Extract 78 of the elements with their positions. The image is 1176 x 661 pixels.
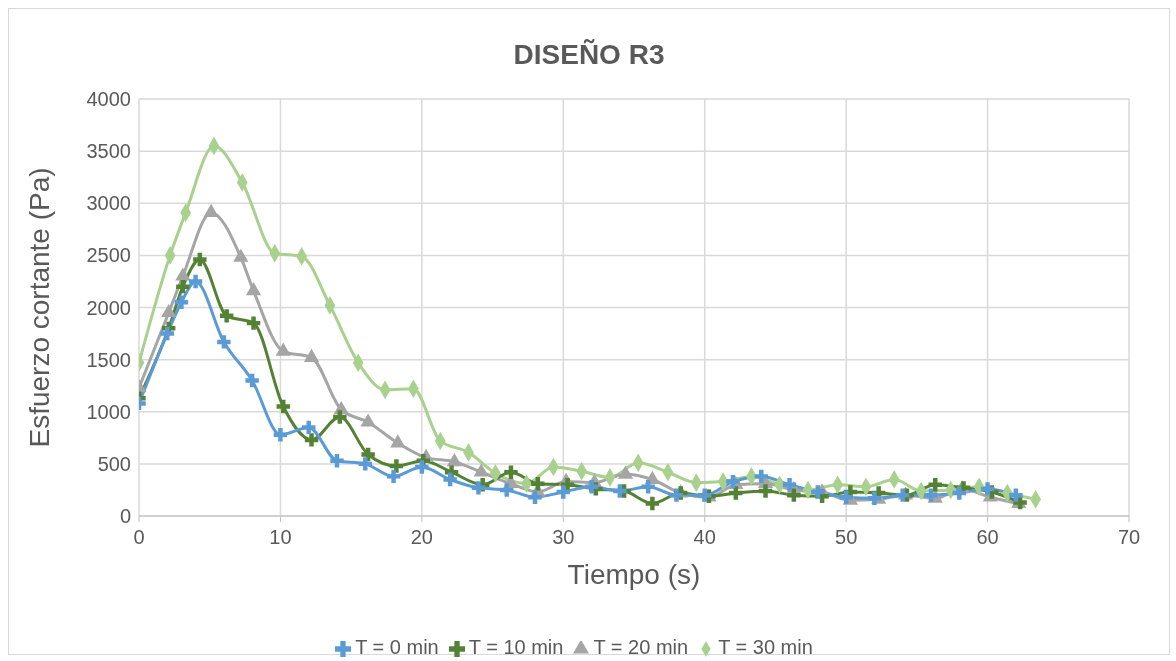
point — [729, 486, 743, 500]
point — [304, 433, 319, 447]
point — [415, 460, 429, 474]
point — [330, 454, 344, 468]
point — [302, 420, 316, 435]
y-tick-label: 500 — [97, 452, 131, 475]
point — [645, 496, 660, 511]
y-tick-label: 4000 — [86, 88, 131, 111]
point — [669, 488, 684, 502]
chart-title: DISEÑO R3 — [512, 38, 666, 72]
y-axis-title: Esfuerzo cortante (Pa) — [23, 167, 55, 448]
y-tick-label: 1500 — [86, 348, 131, 371]
point — [361, 447, 375, 462]
x-tick-label: 40 — [693, 526, 716, 549]
point — [617, 465, 634, 479]
point — [160, 326, 174, 341]
point — [174, 295, 189, 309]
point — [443, 472, 457, 487]
point — [641, 480, 655, 494]
x-tick-label: 30 — [552, 526, 575, 549]
point — [245, 282, 262, 296]
point — [245, 373, 259, 388]
point — [273, 427, 288, 442]
point — [782, 478, 797, 492]
x-tick-label: 20 — [410, 526, 433, 549]
x-tick-label: 60 — [976, 526, 999, 549]
point — [360, 413, 376, 427]
point — [839, 490, 853, 504]
point — [246, 316, 261, 330]
y-tick-label: 2000 — [86, 296, 131, 319]
point — [952, 486, 966, 500]
point — [500, 483, 514, 497]
point — [333, 410, 347, 424]
point — [726, 474, 740, 489]
point — [787, 488, 801, 502]
x-tick-label: 70 — [1117, 526, 1141, 549]
x-tick-label: 0 — [133, 526, 145, 549]
point — [358, 457, 372, 471]
legend-label: T = 30 min — [718, 636, 813, 658]
point — [217, 335, 231, 349]
point — [188, 274, 203, 289]
point — [928, 478, 942, 492]
y-tick-label: 1000 — [86, 400, 131, 423]
y-tick-label: 2500 — [86, 244, 131, 267]
point — [811, 485, 825, 499]
point — [584, 480, 599, 494]
point — [531, 476, 545, 491]
y-tick-label: 3000 — [86, 192, 131, 215]
y-tick-label: 3500 — [86, 140, 131, 163]
x-tick-label: 50 — [835, 526, 858, 549]
point — [471, 481, 486, 495]
legend-label: T = 10 min — [468, 636, 564, 658]
point — [867, 491, 882, 505]
point — [528, 490, 542, 504]
point — [276, 399, 290, 414]
point — [1009, 488, 1023, 502]
point — [758, 484, 773, 498]
point — [386, 469, 401, 484]
point — [176, 279, 190, 294]
point — [473, 463, 489, 477]
point — [446, 453, 462, 467]
point — [698, 488, 712, 502]
point — [556, 485, 570, 499]
x-axis-title: Tiempo (s) — [567, 559, 701, 590]
y-tick-label: 0 — [119, 505, 131, 528]
point — [193, 252, 207, 267]
legend-label: T = 0 min — [355, 636, 439, 658]
point — [389, 459, 404, 473]
point — [390, 434, 406, 448]
point — [504, 465, 518, 479]
legend-label: T = 20 min — [593, 636, 689, 658]
point — [754, 469, 768, 484]
point — [219, 309, 234, 323]
point — [896, 488, 910, 502]
point — [980, 482, 995, 496]
point — [924, 488, 938, 502]
point — [613, 484, 627, 498]
x-tick-label: 10 — [269, 526, 292, 549]
